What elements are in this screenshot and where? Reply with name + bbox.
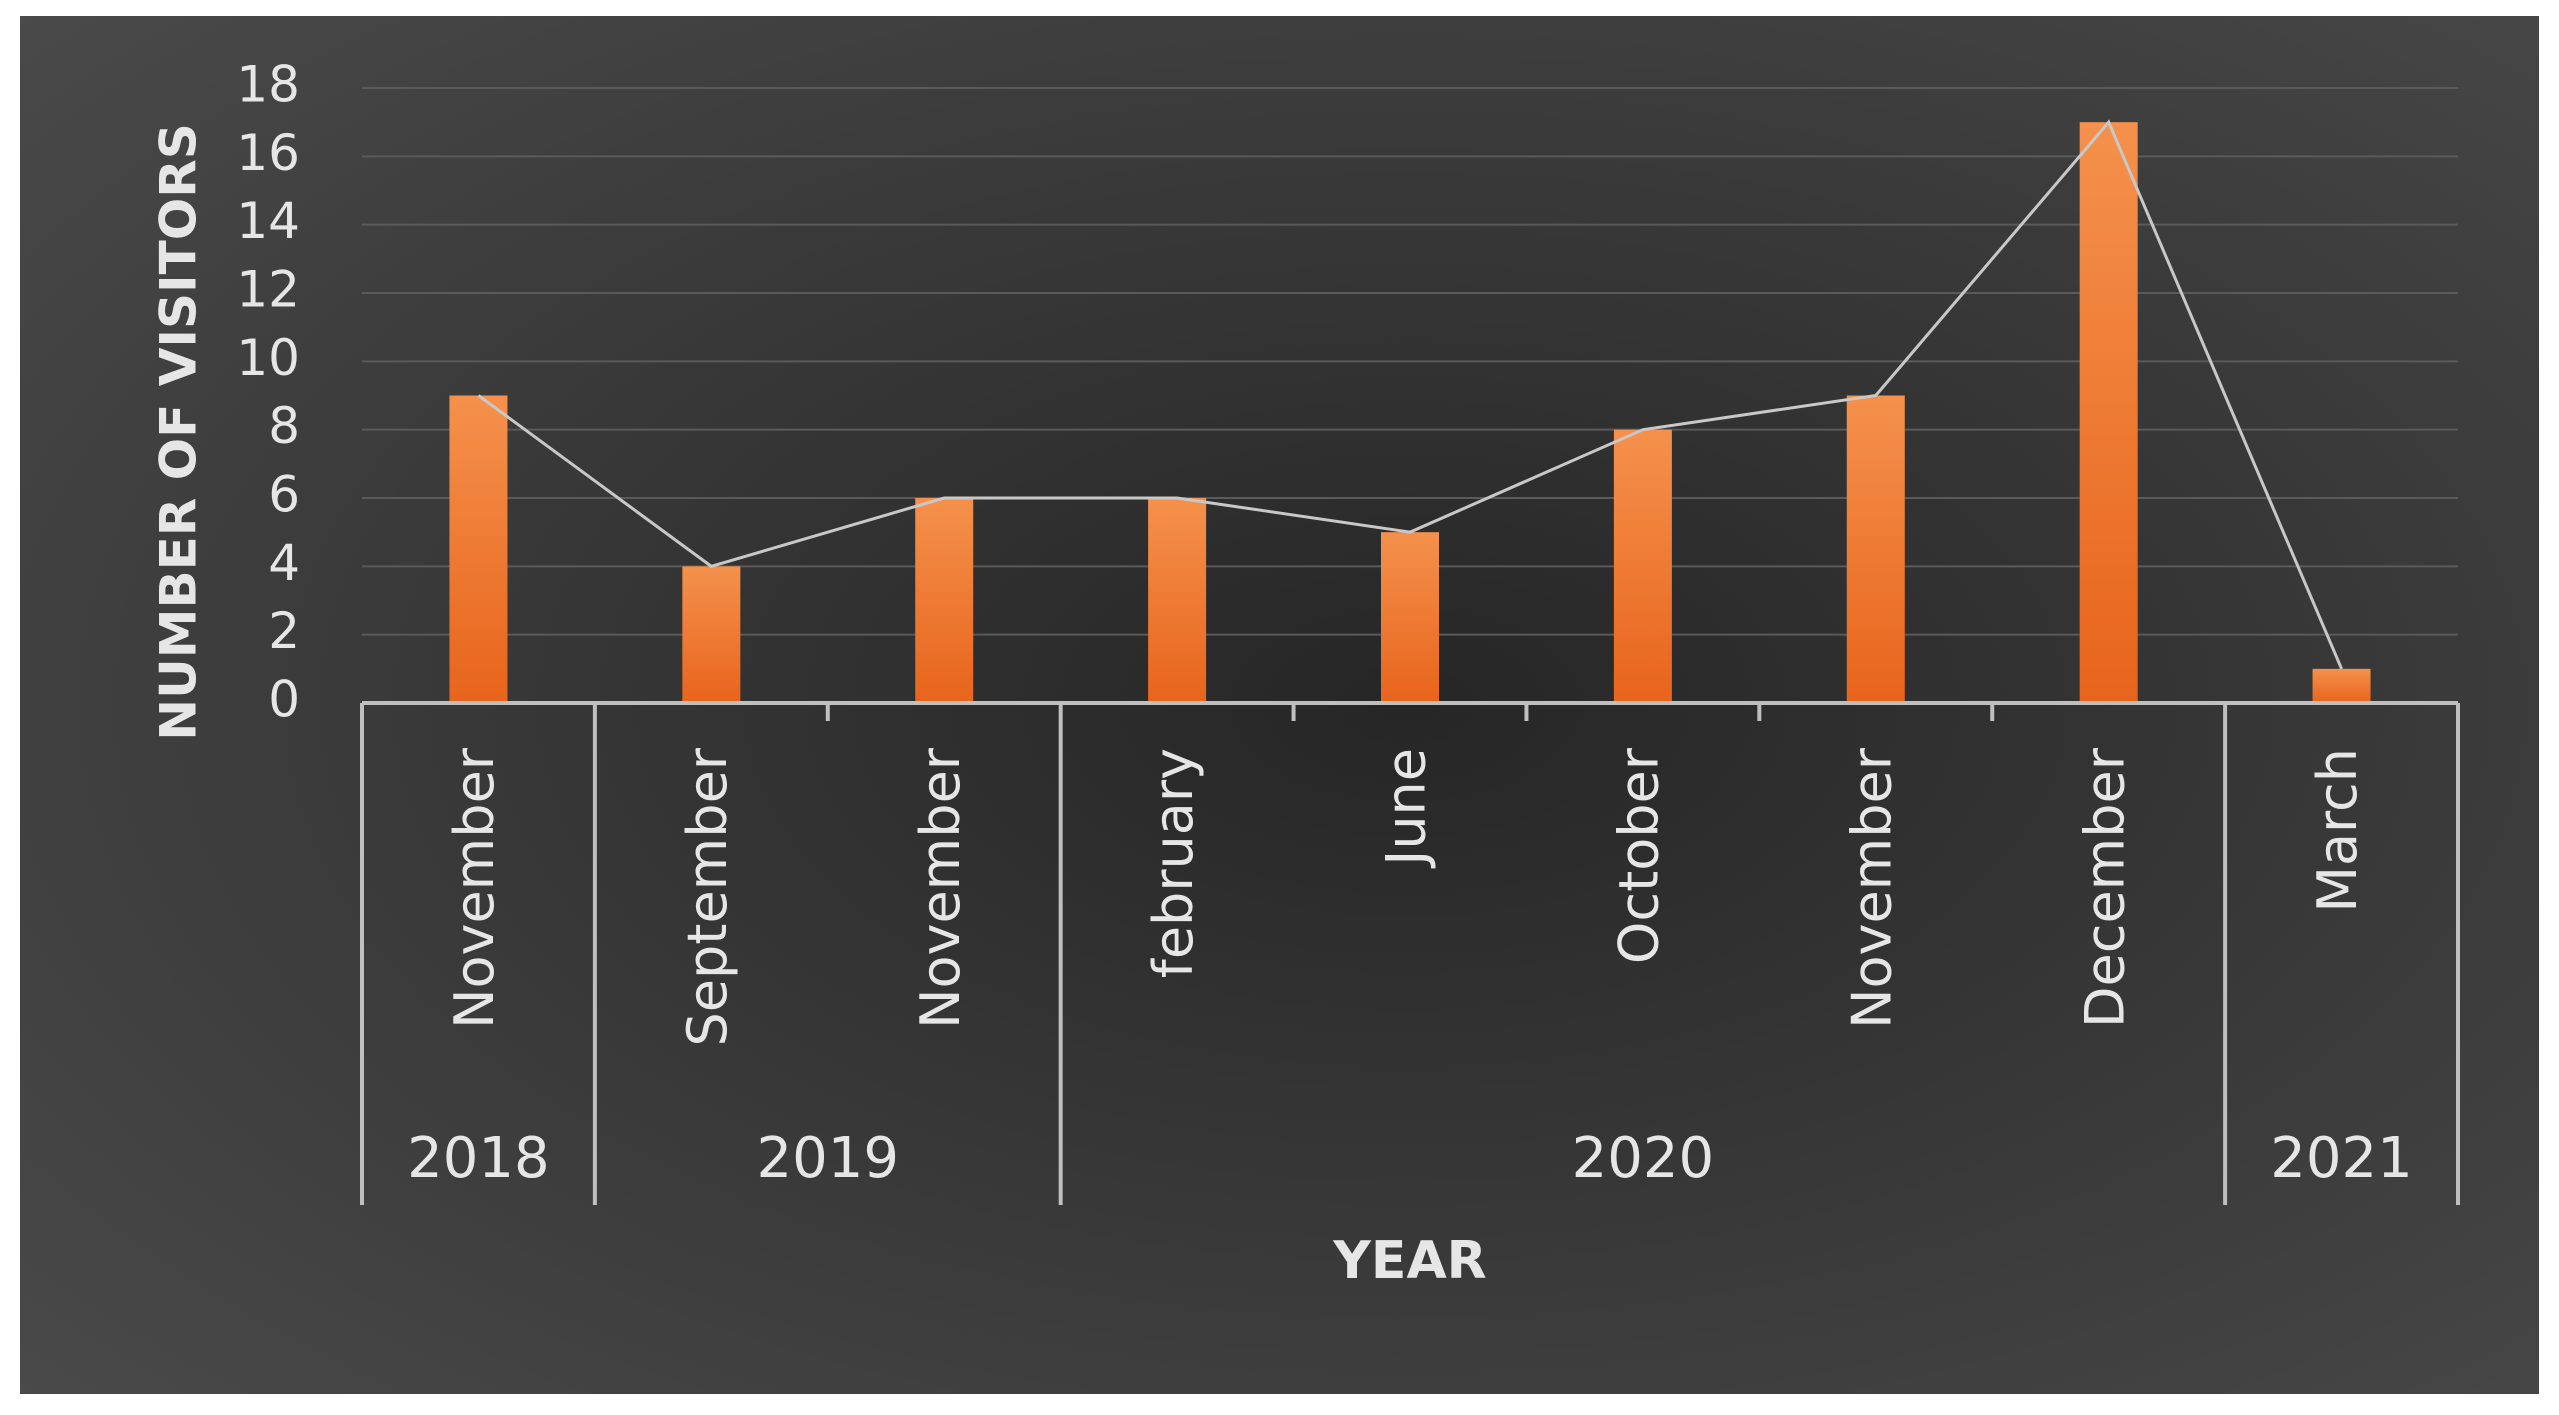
x-category-label: June	[1375, 748, 1438, 869]
category-axis	[360, 701, 2460, 1205]
y-tick-label: 18	[236, 56, 300, 114]
x-group-label: 2019	[757, 1126, 900, 1191]
bar	[915, 498, 974, 703]
x-category-label: December	[2073, 747, 2136, 1028]
y-axis-ticks: 0 2 4 6 8 10 12 14 16 18	[236, 56, 300, 729]
x-category-label: february	[1142, 748, 1205, 978]
bar	[449, 395, 508, 703]
y-tick-label: 10	[236, 329, 300, 387]
bar	[2312, 668, 2371, 703]
x-axis-title: YEAR	[1332, 1231, 1486, 1291]
y-tick-label: 2	[268, 602, 300, 660]
y-tick-label: 14	[236, 192, 300, 250]
x-category-label: November	[909, 747, 972, 1029]
y-axis-title: NUMBER OF VISITORS	[150, 123, 208, 740]
bar	[1613, 429, 1672, 703]
bar	[1148, 498, 1207, 703]
x-category-label: October	[1608, 747, 1671, 964]
x-group-label: 2020	[1572, 1126, 1715, 1191]
x-category-label: November	[443, 747, 506, 1029]
trend-line-path	[477, 119, 2343, 670]
x-group-label: 2018	[407, 1126, 550, 1191]
x-category-label: March	[2306, 748, 2369, 913]
x-group-label: 2021	[2270, 1126, 2413, 1191]
y-tick-label: 6	[268, 466, 300, 524]
y-tick-label: 12	[236, 261, 300, 319]
bar	[682, 566, 741, 703]
x-category-label: September	[676, 747, 739, 1046]
bar	[2079, 122, 2138, 703]
y-tick-label: 0	[268, 671, 300, 729]
y-tick-label: 8	[268, 397, 300, 455]
bars	[449, 122, 2371, 703]
y-tick-label: 4	[268, 534, 300, 592]
x-category-labels: November September November february June Oct…	[443, 747, 2369, 1046]
bar	[1381, 532, 1439, 703]
trend-line	[477, 119, 2343, 670]
bar	[1846, 395, 1905, 703]
x-group-labels: 2018 2019 2020 2021	[407, 1126, 2413, 1191]
x-category-label: November	[1840, 747, 1903, 1029]
y-tick-label: 16	[236, 124, 300, 182]
